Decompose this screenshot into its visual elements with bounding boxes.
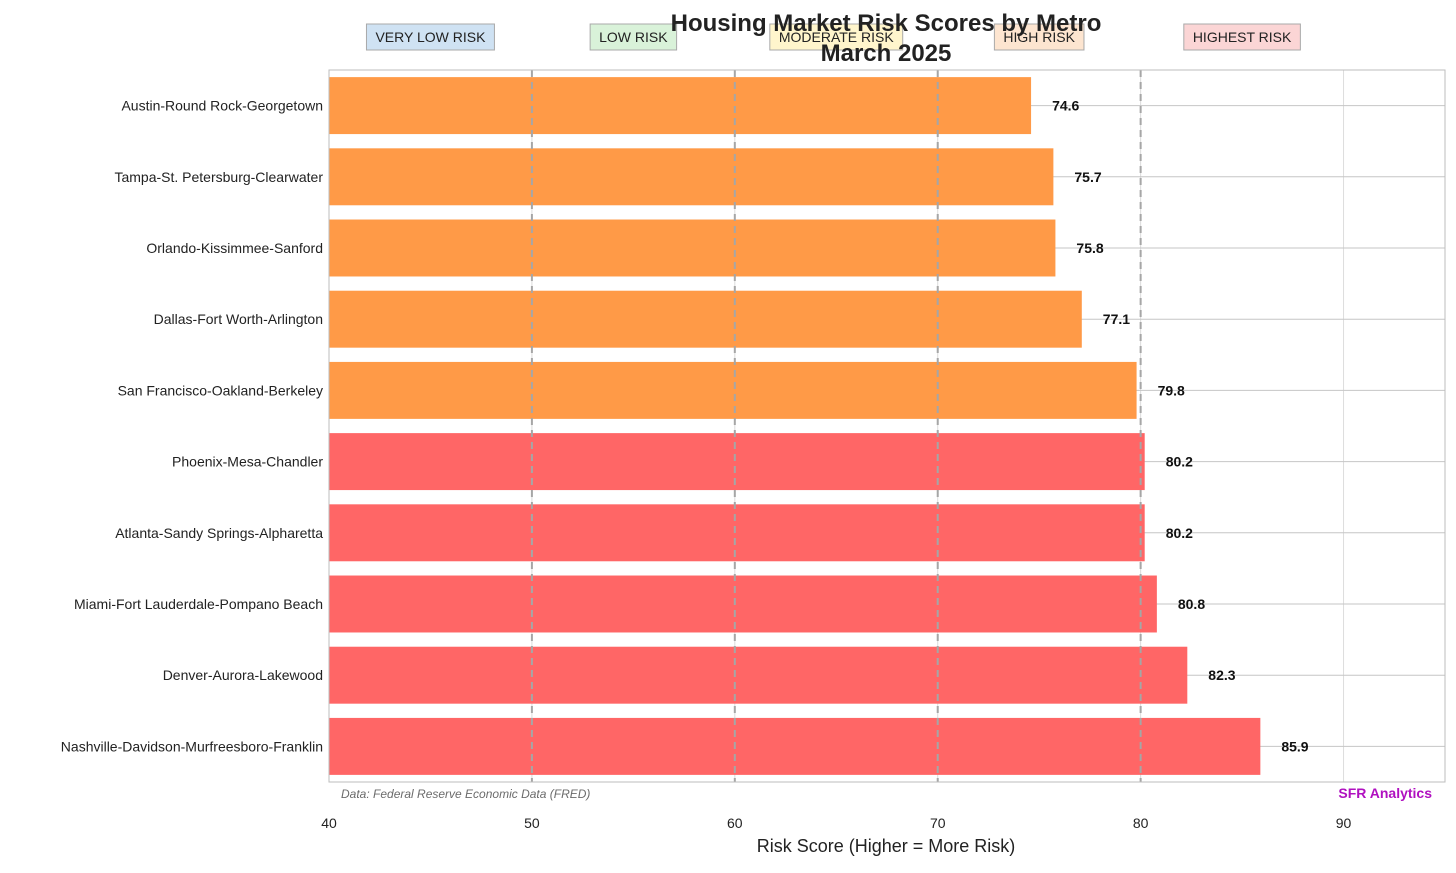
bar-group: [329, 77, 1261, 775]
risk-band-label: HIGHEST RISK: [1183, 23, 1301, 51]
x-tick-labels: 40 50 60 70 80 90: [321, 815, 1351, 831]
value-labels: 74.6 75.7 75.8 77.1 79.8 80.2 80.2 80.8 82.3 85.9: [1052, 98, 1309, 755]
bar-value-label: 85.9: [1281, 738, 1308, 754]
x-tick-label: 80: [1133, 815, 1149, 831]
bar-value-label: 75.7: [1074, 169, 1101, 185]
risk-band-box: [769, 23, 904, 51]
risk-band-text: HIGH RISK: [1003, 29, 1075, 45]
risk-band-box: [993, 23, 1085, 51]
risk-band-box: [365, 23, 495, 51]
bar-value-label: 80.2: [1166, 525, 1193, 541]
bar: [329, 77, 1032, 135]
bar: [329, 148, 1054, 206]
x-axis-label: Risk Score (Higher = More Risk): [757, 836, 1016, 856]
x-tick-label: 40: [321, 815, 337, 831]
category-label: Denver-Aurora-Lakewood: [163, 667, 323, 683]
x-tick-label: 70: [930, 815, 946, 831]
brand-label: SFR Analytics: [1338, 785, 1432, 801]
category-labels: Austin-Round Rock-Georgetown Tampa-St. Pe…: [61, 98, 324, 755]
bar-value-label: 75.8: [1076, 240, 1103, 256]
bar-value-label: 82.3: [1208, 667, 1235, 683]
x-tick-label: 60: [727, 815, 743, 831]
chart-title: Housing Market Risk Scores by Metro: [671, 10, 1102, 37]
bar-value-label: 77.1: [1103, 311, 1130, 327]
bar: [329, 575, 1157, 633]
bar: [329, 361, 1137, 419]
risk-band-label: HIGH RISK: [993, 23, 1085, 51]
category-label: San Francisco-Oakland-Berkeley: [118, 382, 323, 398]
bar-value-label: 80.8: [1178, 596, 1205, 612]
bar-value-label: 80.2: [1166, 454, 1193, 470]
risk-band-text: VERY LOW RISK: [375, 29, 486, 45]
risk-band-text: MODERATE RISK: [779, 29, 895, 45]
category-label: Nashville-Davidson-Murfreesboro-Franklin: [61, 738, 323, 754]
category-label: Tampa-St. Petersburg-Clearwater: [114, 169, 323, 185]
bar-value-label: 74.6: [1052, 98, 1079, 114]
risk-band-text: HIGHEST RISK: [1193, 29, 1292, 45]
risk-band-label: LOW RISK: [589, 23, 678, 51]
risk-band-box: [1183, 23, 1301, 51]
category-label: Atlanta-Sandy Springs-Alpharetta: [115, 525, 323, 541]
x-tick-label: 50: [524, 815, 540, 831]
category-label: Miami-Fort Lauderdale-Pompano Beach: [74, 596, 323, 612]
risk-band-labels: VERY LOW RISK LOW RISK MODERATE RISK HIGH R…: [365, 23, 1301, 51]
chart-subtitle: March 2025: [821, 40, 952, 67]
x-tick-label: 90: [1336, 815, 1352, 831]
bar: [329, 504, 1145, 562]
category-label: Dallas-Fort Worth-Arlington: [154, 311, 323, 327]
source-note: Data: Federal Reserve Economic Data (FRE…: [341, 787, 590, 801]
bar-value-label: 79.8: [1158, 382, 1185, 398]
category-label: Orlando-Kissimmee-Sanford: [146, 240, 323, 256]
bar: [329, 646, 1188, 704]
risk-band-box: [589, 23, 678, 51]
bar: [329, 433, 1145, 491]
risk-band-label: MODERATE RISK: [769, 23, 904, 51]
threshold-lines: [530, 70, 1142, 782]
category-label: Austin-Round Rock-Georgetown: [121, 98, 323, 114]
bar: [329, 290, 1082, 348]
risk-band-text: LOW RISK: [599, 29, 668, 45]
bar: [329, 717, 1261, 775]
category-label: Phoenix-Mesa-Chandler: [172, 454, 323, 470]
plot-frame: [328, 69, 1446, 783]
risk-band-label: VERY LOW RISK: [365, 23, 495, 51]
bar: [329, 219, 1056, 277]
